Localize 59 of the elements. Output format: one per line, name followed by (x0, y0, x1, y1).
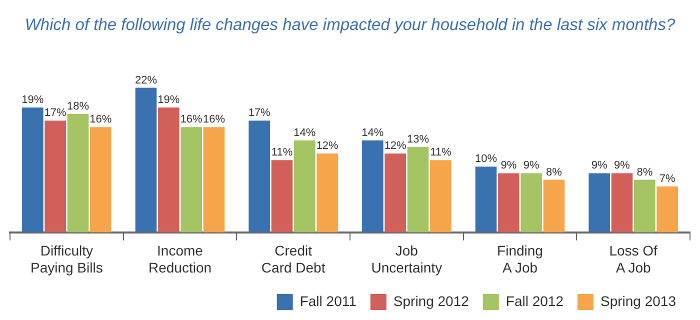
bar (588, 173, 610, 232)
bar (475, 166, 497, 232)
legend-label: Spring 2012 (393, 292, 470, 309)
bar (520, 173, 542, 232)
data-label: 13% (406, 133, 430, 146)
bar (135, 88, 157, 232)
bar (158, 107, 180, 232)
bar (498, 173, 520, 232)
x-tick-label: Credit Card Debt (261, 242, 326, 276)
data-label: 11% (271, 146, 293, 159)
bar (362, 140, 384, 232)
bar (248, 120, 270, 232)
data-label: 8% (636, 166, 653, 178)
data-label: 14% (294, 126, 316, 139)
x-tick-label: Job Uncertainty (371, 242, 442, 276)
bar (543, 180, 565, 232)
bar (294, 140, 316, 232)
legend-label: Spring 2013 (600, 292, 676, 309)
bar (203, 127, 225, 232)
data-label: 12% (384, 140, 407, 152)
legend-label: Fall 2011 (300, 292, 357, 309)
data-label: 14% (362, 126, 384, 139)
data-label: 16% (90, 114, 112, 126)
data-label: 19% (158, 94, 180, 106)
bar (430, 160, 452, 232)
data-label: 11% (430, 146, 452, 159)
bar (384, 153, 406, 232)
bar (407, 146, 429, 232)
data-label: 7% (659, 172, 676, 185)
data-label: 19% (22, 94, 44, 106)
data-label: 9% (614, 160, 630, 172)
bar (656, 186, 678, 232)
data-label: 18% (66, 100, 90, 113)
chart-title: Which of the following life changes have impacted your household in the last six months? (24, 15, 676, 36)
data-label: 10% (474, 153, 498, 166)
data-label: 8% (546, 166, 562, 178)
x-tick-label: Income Reduction (148, 242, 212, 276)
bar (271, 160, 293, 232)
bar (180, 127, 202, 232)
data-label: 9% (523, 160, 540, 172)
legend-label: Fall 2012 (506, 292, 564, 309)
data-label: 16% (180, 114, 203, 126)
bar (90, 127, 112, 232)
bar (67, 114, 89, 232)
x-tick-label: Difficulty Paying Bills (30, 242, 103, 276)
data-label: 17% (44, 107, 67, 120)
x-tick-label: Finding A Job (497, 242, 543, 276)
data-label: 16% (202, 114, 226, 126)
data-label: 22% (134, 74, 158, 86)
bar (611, 173, 633, 232)
x-tick-label: Loss Of A Job (609, 242, 658, 276)
bar (634, 180, 656, 232)
data-label: 12% (316, 140, 339, 152)
bar (316, 153, 338, 232)
bar (44, 120, 66, 232)
data-label: 9% (591, 160, 608, 172)
data-label: 17% (248, 107, 271, 120)
data-label: 9% (500, 160, 517, 172)
bar (22, 107, 44, 232)
